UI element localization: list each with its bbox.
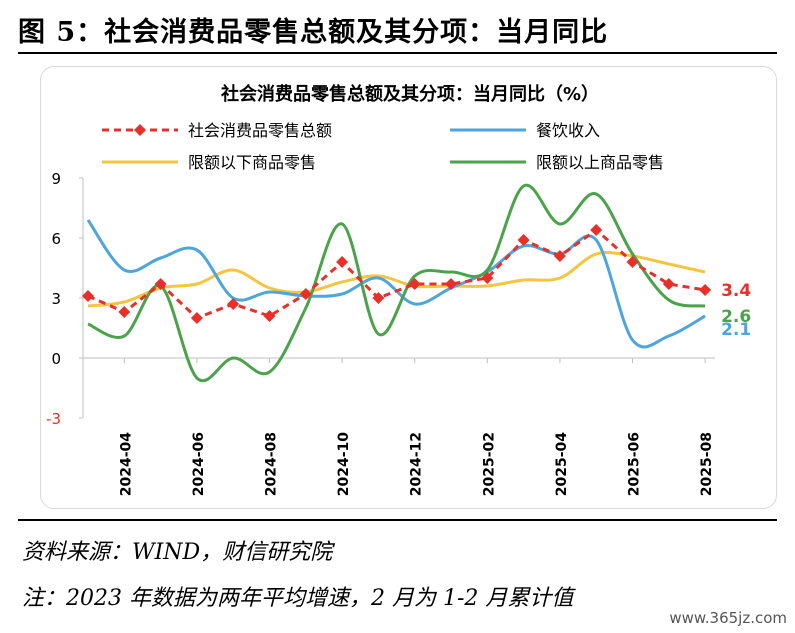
footnote: 注：2023 年数据为两年平均增速，2 月为 1-2 月累计值 bbox=[22, 586, 574, 611]
y-tick-label: -3 bbox=[46, 410, 61, 428]
legend-label: 限额以下商品零售 bbox=[188, 153, 316, 172]
data-point-marker bbox=[372, 292, 385, 304]
y-tick-label: 0 bbox=[51, 350, 61, 368]
x-tick-label: 2024-10 bbox=[336, 432, 352, 497]
x-tick-label: 2024-12 bbox=[409, 432, 425, 496]
series-line-above-quota bbox=[87, 183, 706, 383]
x-tick-label: 2024-08 bbox=[264, 432, 280, 496]
end-value-label: 2.1 bbox=[721, 320, 751, 340]
data-point-marker bbox=[299, 288, 312, 300]
data-point-marker bbox=[626, 256, 639, 268]
x-tick-label: 2024-04 bbox=[118, 432, 134, 497]
bottom-rule bbox=[18, 519, 777, 521]
legend-label: 社会消费品零售总额 bbox=[188, 121, 332, 140]
figure-title: 图 5：社会消费品零售总额及其分项：当月同比 bbox=[18, 17, 609, 48]
data-point-marker bbox=[82, 290, 94, 302]
chart-end-labels: 3.4 2.62.1 bbox=[721, 281, 751, 340]
data-point-marker bbox=[553, 250, 566, 262]
legend-label: 餐饮收入 bbox=[536, 121, 600, 140]
watermark: www.365jz.com bbox=[669, 609, 787, 627]
x-tick-label: 2025-02 bbox=[481, 432, 497, 496]
series-line-catering bbox=[86, 219, 706, 349]
x-tick-label: 2025-08 bbox=[699, 432, 715, 496]
y-tick-label: 9 bbox=[51, 170, 61, 188]
data-point-marker bbox=[263, 310, 276, 322]
x-tick-label: 2024-06 bbox=[191, 432, 207, 496]
y-tick-label: 3 bbox=[51, 290, 61, 308]
data-point-marker bbox=[662, 278, 675, 290]
x-tick-label: 2025-06 bbox=[627, 432, 643, 496]
data-point-marker bbox=[408, 278, 421, 290]
data-point-marker bbox=[154, 278, 167, 290]
data-point-marker bbox=[517, 234, 530, 246]
top-rule bbox=[18, 52, 777, 54]
end-value-label: 2.6 bbox=[721, 307, 751, 327]
data-point-marker bbox=[118, 306, 131, 318]
end-value-label: 3.4 bbox=[721, 281, 751, 301]
series-line-below-quota bbox=[87, 251, 706, 308]
y-tick-label: 6 bbox=[51, 230, 61, 248]
source-note: 资料来源：WIND，财信研究院 bbox=[22, 540, 333, 565]
data-point-marker bbox=[336, 256, 349, 268]
series-line-total-retail bbox=[87, 228, 706, 320]
x-tick-label: 2025-04 bbox=[554, 432, 570, 497]
data-point-marker bbox=[481, 272, 494, 284]
data-point-marker bbox=[190, 312, 203, 324]
data-point-marker bbox=[445, 278, 457, 290]
chart-title: 社会消费品零售总额及其分项：当月同比（%） bbox=[221, 83, 599, 105]
data-point-marker bbox=[699, 284, 712, 296]
legend-label: 限额以上商品零售 bbox=[536, 153, 664, 172]
data-point-marker bbox=[227, 298, 240, 310]
legend-marker bbox=[134, 124, 146, 136]
data-point-marker bbox=[590, 224, 603, 236]
chart-lines bbox=[82, 183, 712, 383]
